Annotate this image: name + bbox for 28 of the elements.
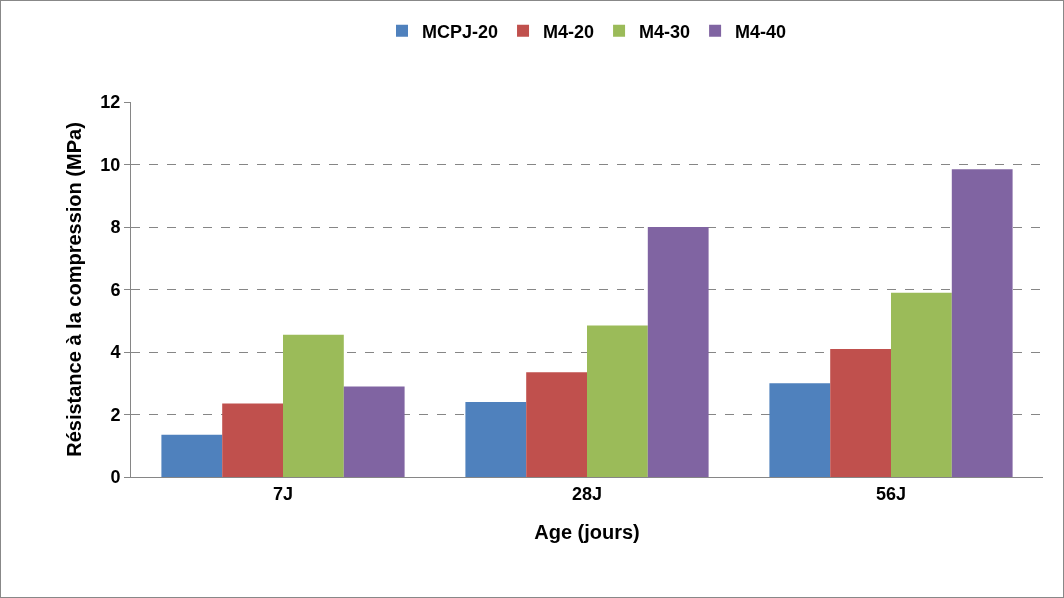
y-tick-label: 4 — [110, 342, 121, 363]
bar — [587, 325, 648, 477]
bar — [951, 169, 1013, 477]
bar — [526, 372, 587, 477]
x-tick-label: 7J — [272, 483, 294, 504]
legend-label: M4-30 — [639, 21, 691, 42]
x-tick-label: 28J — [571, 483, 603, 504]
bar — [647, 227, 709, 477]
y-tick-label: 0 — [110, 467, 121, 488]
y-tick-label: 8 — [110, 217, 121, 238]
y-tick-label: 2 — [110, 404, 121, 425]
y-tick-label: 12 — [100, 92, 121, 113]
bar — [161, 434, 223, 477]
bar — [830, 348, 891, 477]
y-tick-label: 10 — [100, 154, 121, 175]
bar — [891, 292, 952, 477]
y-tick-label: 6 — [110, 279, 121, 300]
x-axis-title: Age (jours) — [534, 521, 640, 544]
bar — [769, 383, 831, 477]
bar — [343, 386, 405, 477]
bar — [283, 334, 344, 477]
bar — [222, 403, 283, 477]
y-axis-title: Résistance à la compression (MPa) — [63, 122, 85, 457]
legend-label: M4-20 — [543, 21, 595, 42]
x-tick-label: 56J — [875, 483, 907, 504]
legend-label: MCPJ-20 — [422, 21, 499, 42]
bar — [465, 402, 527, 477]
legend-label: M4-40 — [735, 21, 787, 42]
